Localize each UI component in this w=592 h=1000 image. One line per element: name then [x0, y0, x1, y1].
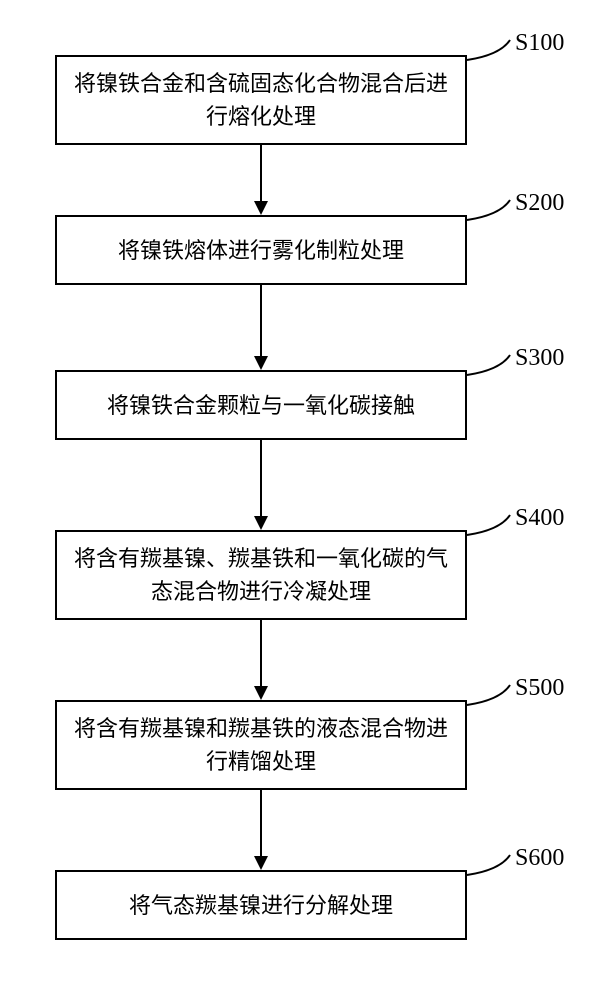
step-curve-s100 — [0, 0, 592, 1000]
step-text: 将含有羰基镍和羰基铁的液态混合物进行精馏处理 — [67, 712, 455, 778]
step-text: 将气态羰基镍进行分解处理 — [129, 889, 393, 922]
step-label-s200: S200 — [515, 190, 564, 217]
step-box-s300: 将镍铁合金颗粒与一氧化碳接触 — [55, 370, 467, 440]
arrow-s300-s400 — [260, 440, 262, 516]
flowchart-canvas: 将镍铁合金和含硫固态化合物混合后进行熔化处理 S100 将镍铁熔体进行雾化制粒处… — [0, 0, 592, 1000]
step-box-s100: 将镍铁合金和含硫固态化合物混合后进行熔化处理 — [55, 55, 467, 145]
step-label-s600: S600 — [515, 845, 564, 872]
arrow-s100-s200 — [260, 145, 262, 201]
step-text: 将镍铁熔体进行雾化制粒处理 — [118, 234, 404, 267]
step-text: 将含有羰基镍、羰基铁和一氧化碳的气态混合物进行冷凝处理 — [67, 542, 455, 608]
step-box-s200: 将镍铁熔体进行雾化制粒处理 — [55, 215, 467, 285]
arrow-s200-s300 — [260, 285, 262, 356]
step-box-s500: 将含有羰基镍和羰基铁的液态混合物进行精馏处理 — [55, 700, 467, 790]
step-curve-s200 — [0, 0, 592, 1000]
arrow-head-icon — [254, 516, 268, 530]
arrow-head-icon — [254, 856, 268, 870]
step-text: 将镍铁合金和含硫固态化合物混合后进行熔化处理 — [67, 67, 455, 133]
step-box-s600: 将气态羰基镍进行分解处理 — [55, 870, 467, 940]
step-curve-s500 — [0, 0, 592, 1000]
arrow-s400-s500 — [260, 620, 262, 686]
arrow-s500-s600 — [260, 790, 262, 856]
arrow-head-icon — [254, 356, 268, 370]
step-text: 将镍铁合金颗粒与一氧化碳接触 — [107, 389, 415, 422]
step-label-s500: S500 — [515, 675, 564, 702]
step-curve-s300 — [0, 0, 592, 1000]
step-curve-s600 — [0, 0, 592, 1000]
step-box-s400: 将含有羰基镍、羰基铁和一氧化碳的气态混合物进行冷凝处理 — [55, 530, 467, 620]
step-curve-s400 — [0, 0, 592, 1000]
step-label-s300: S300 — [515, 345, 564, 372]
step-label-s400: S400 — [515, 505, 564, 532]
arrow-head-icon — [254, 686, 268, 700]
arrow-head-icon — [254, 201, 268, 215]
step-label-s100: S100 — [515, 30, 564, 57]
